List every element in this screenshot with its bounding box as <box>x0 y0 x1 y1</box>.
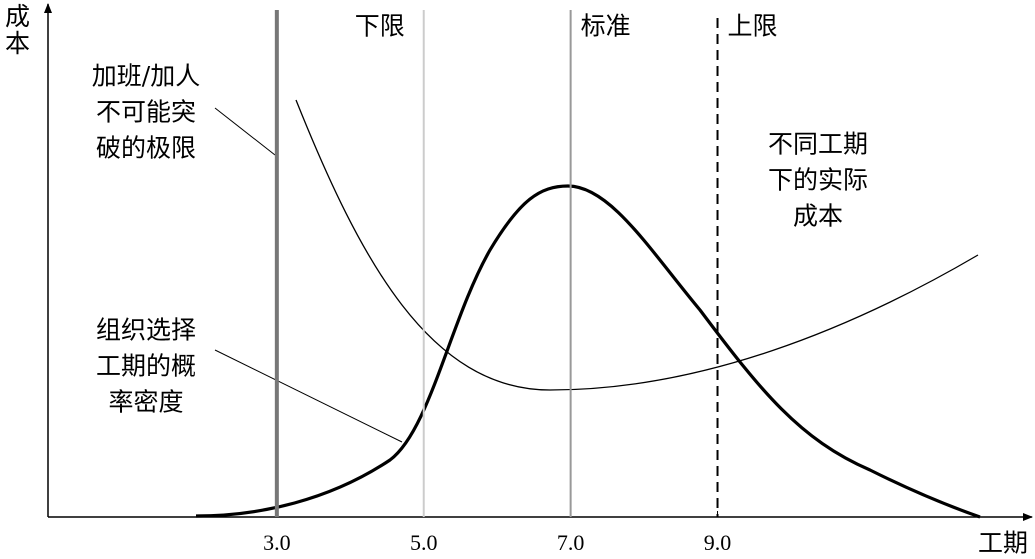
x-tick-label: 9.0 <box>704 530 732 555</box>
annotation: 组织选择 <box>96 316 196 345</box>
reference-label: 标准 <box>581 12 631 41</box>
leader-line <box>214 107 276 156</box>
annotation: 不可能突 <box>96 98 196 127</box>
x-tick-label: 7.0 <box>557 530 585 555</box>
annotation: 破的极限 <box>96 134 196 163</box>
x-tick-label: 5.0 <box>410 530 438 555</box>
annotation: 下的实际 <box>768 166 868 195</box>
cost-curve <box>295 99 979 391</box>
annotation: 率密度 <box>108 388 183 417</box>
x-tick-label: 3.0 <box>263 530 291 555</box>
reference-label: 下限 <box>355 12 405 41</box>
reference-label: 上限 <box>728 12 778 41</box>
leader-line <box>214 349 403 443</box>
annotation: 加班/加人 <box>92 62 200 91</box>
y-axis-label: 成本 <box>2 3 31 57</box>
annotation: 工期的概 <box>96 352 196 381</box>
annotation: 成本 <box>793 202 843 231</box>
annotation: 不同工期 <box>768 130 868 159</box>
x-axis-label: 工期 <box>978 529 1028 558</box>
probability-curve <box>195 184 981 519</box>
